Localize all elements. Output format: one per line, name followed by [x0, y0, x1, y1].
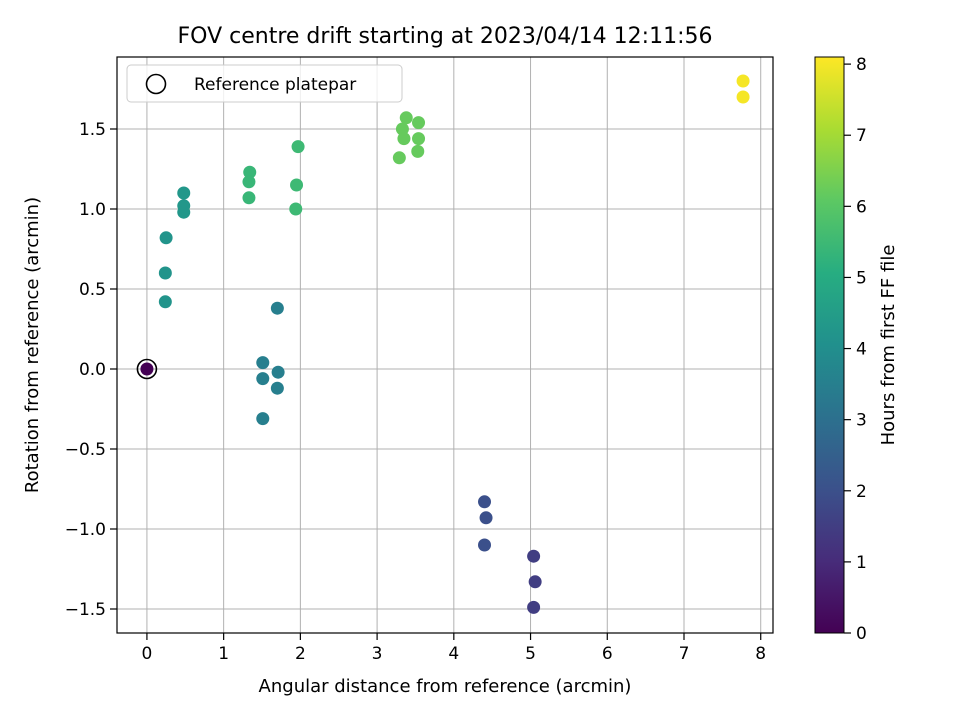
- data-point: [479, 511, 493, 525]
- data-point: [271, 365, 285, 379]
- data-point: [736, 90, 750, 104]
- colorbar: 0 1 2 3 4 5 6 7 8 Hours from first FF file: [814, 55, 899, 644]
- legend-box: [126, 64, 403, 103]
- x-tick-label: 8: [755, 644, 766, 664]
- legend-marker-reference: [145, 73, 167, 95]
- x-axis-ticks: 0 1 2 3 4 5 6 7 8: [142, 633, 766, 664]
- colorbar-tick-label: 1: [856, 553, 867, 573]
- colorbar-gradient: [814, 56, 845, 634]
- data-point: [412, 116, 426, 130]
- x-tick-label: 1: [218, 644, 229, 664]
- chart-title: FOV centre drift starting at 2023/04/14 …: [178, 24, 713, 49]
- data-point: [256, 412, 270, 426]
- x-tick-label: 6: [602, 644, 613, 664]
- data-point: [290, 178, 304, 192]
- y-axis-label: Rotation from reference (arcmin): [22, 197, 43, 493]
- colorbar-tick-label: 3: [856, 411, 867, 431]
- data-point: [289, 202, 303, 216]
- data-point: [291, 140, 305, 154]
- data-point: [159, 231, 173, 245]
- data-point: [528, 575, 542, 589]
- reference-marker: [136, 358, 158, 380]
- data-point: [527, 600, 541, 614]
- x-tick-label: 5: [525, 644, 536, 664]
- plot-frame: [116, 56, 774, 634]
- colorbar-tick-label: 4: [856, 340, 867, 360]
- y-tick-label: −0.5: [65, 440, 106, 460]
- colorbar-tick-label: 8: [856, 55, 867, 75]
- y-tick-label: −1.0: [65, 520, 106, 540]
- x-axis-label: Angular distance from reference (arcmin): [259, 676, 632, 697]
- data-point: [270, 381, 284, 395]
- colorbar-tick-label: 0: [856, 624, 867, 644]
- data-point: [177, 186, 191, 200]
- grid-lines: [117, 57, 773, 633]
- x-tick-label: 7: [679, 644, 690, 664]
- data-point: [397, 132, 411, 146]
- colorbar-ticks: 0 1 2 3 4 5 6 7 8: [844, 55, 867, 644]
- data-point: [140, 362, 154, 376]
- data-point: [270, 301, 284, 315]
- data-point: [527, 549, 541, 563]
- data-point: [242, 175, 256, 189]
- data-point: [736, 74, 750, 88]
- x-tick-label: 2: [295, 644, 306, 664]
- colorbar-tick-label: 2: [856, 482, 867, 502]
- x-tick-label: 4: [448, 644, 459, 664]
- y-tick-label: −1.5: [65, 600, 106, 620]
- colorbar-tick-label: 7: [856, 126, 867, 146]
- data-point: [158, 266, 172, 280]
- legend-label-reference: Reference platepar: [194, 75, 356, 95]
- y-tick-label: 0.5: [79, 280, 106, 300]
- data-point: [478, 495, 492, 509]
- data-point: [478, 538, 492, 552]
- colorbar-label: Hours from first FF file: [878, 245, 899, 446]
- y-axis-ticks: −1.5 −1.0 −0.5 0.0 0.5 1.0 1.5: [65, 120, 117, 620]
- data-points: [136, 74, 750, 614]
- x-tick-label: 3: [372, 644, 383, 664]
- data-point: [158, 295, 172, 309]
- data-point: [243, 165, 257, 179]
- x-tick-label: 0: [142, 644, 153, 664]
- colorbar-tick-label: 6: [856, 197, 867, 217]
- y-tick-label: 1.5: [79, 120, 106, 140]
- y-tick-label: 0.0: [79, 360, 106, 380]
- colorbar-tick-label: 5: [856, 268, 867, 288]
- data-point: [411, 144, 425, 158]
- data-point: [177, 205, 191, 219]
- data-point: [392, 151, 406, 165]
- y-tick-label: 1.0: [79, 200, 106, 220]
- data-point: [256, 356, 270, 370]
- data-point: [395, 122, 409, 136]
- data-point: [256, 372, 270, 386]
- legend: Reference platepar: [126, 64, 403, 103]
- data-point: [399, 111, 413, 125]
- data-point: [412, 132, 426, 146]
- data-point: [242, 191, 256, 205]
